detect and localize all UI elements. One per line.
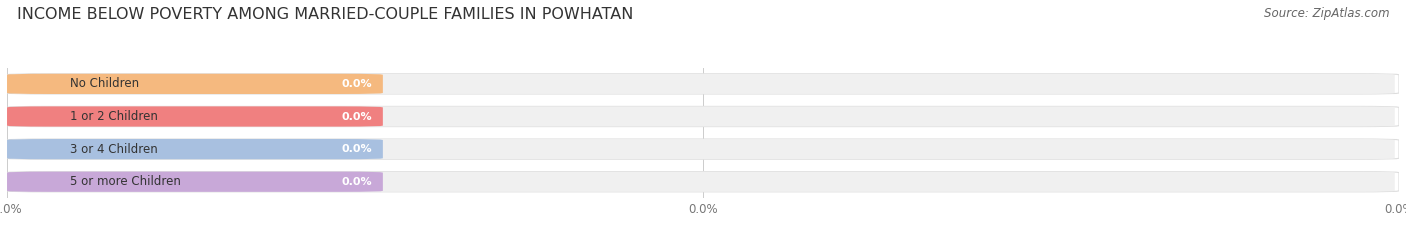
FancyBboxPatch shape: [11, 172, 1395, 192]
FancyBboxPatch shape: [11, 74, 1395, 94]
Text: 3 or 4 Children: 3 or 4 Children: [70, 143, 157, 156]
FancyBboxPatch shape: [7, 139, 382, 159]
Text: 0.0%: 0.0%: [342, 79, 371, 89]
Text: 0.0%: 0.0%: [342, 144, 371, 154]
FancyBboxPatch shape: [7, 106, 382, 127]
FancyBboxPatch shape: [7, 172, 1399, 192]
Text: INCOME BELOW POVERTY AMONG MARRIED-COUPLE FAMILIES IN POWHATAN: INCOME BELOW POVERTY AMONG MARRIED-COUPL…: [17, 7, 633, 22]
FancyBboxPatch shape: [7, 139, 1399, 159]
FancyBboxPatch shape: [11, 106, 1395, 127]
Text: 5 or more Children: 5 or more Children: [70, 175, 180, 188]
Text: 0.0%: 0.0%: [342, 177, 371, 187]
Text: 1 or 2 Children: 1 or 2 Children: [70, 110, 157, 123]
Text: 0.0%: 0.0%: [342, 112, 371, 121]
Text: Source: ZipAtlas.com: Source: ZipAtlas.com: [1264, 7, 1389, 20]
FancyBboxPatch shape: [7, 106, 1399, 127]
Text: No Children: No Children: [70, 77, 139, 90]
FancyBboxPatch shape: [7, 74, 1399, 94]
FancyBboxPatch shape: [7, 172, 382, 192]
FancyBboxPatch shape: [11, 139, 1395, 159]
FancyBboxPatch shape: [7, 74, 382, 94]
